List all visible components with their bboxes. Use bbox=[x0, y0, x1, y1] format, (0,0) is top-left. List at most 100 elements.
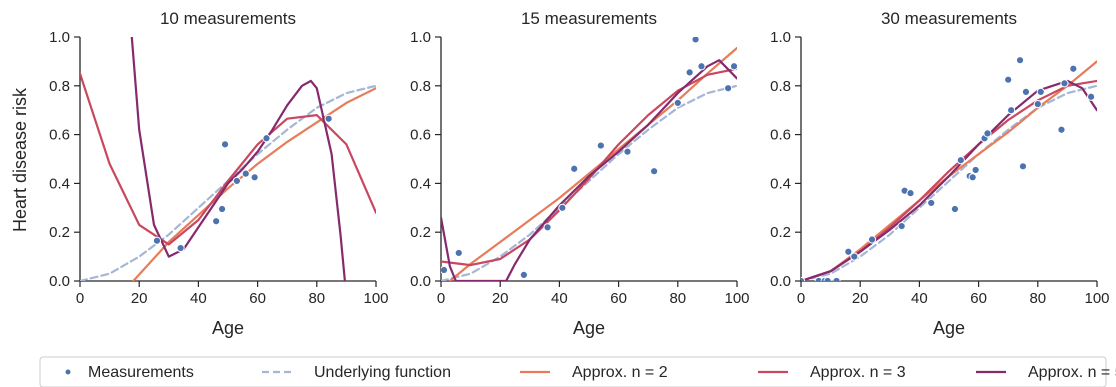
chart-panel-2: 15 measurements 0.0 0.2 0.4 0.6 0.8 1.0 0 20 40 60… bbox=[410, 9, 749, 338]
series-line-approx-n-3 bbox=[441, 67, 737, 267]
measurement-point bbox=[1021, 87, 1031, 97]
series-line-approx-n-5 bbox=[441, 59, 737, 281]
measurement-point bbox=[441, 265, 449, 275]
chart-panel-1: 10 measurements 0.0 0.2 0.4 0.6 0.8 1.0 0 20 40 60… bbox=[49, 9, 388, 338]
y-tick-label: 1.0 bbox=[410, 29, 431, 46]
measurement-point bbox=[956, 156, 965, 165]
y-tick-label: 0.8 bbox=[49, 78, 70, 95]
measurement-point bbox=[867, 235, 877, 244]
measurement-point bbox=[262, 134, 271, 143]
measurement-point bbox=[832, 276, 841, 281]
measurement-point bbox=[1004, 75, 1013, 84]
measurement-point bbox=[217, 204, 227, 214]
plot-area bbox=[80, 37, 376, 281]
x-tick-label: 0 bbox=[76, 290, 84, 307]
y-tick-label: 0.0 bbox=[49, 273, 70, 290]
y-tick-label: 0.2 bbox=[410, 224, 431, 241]
panel-title: 30 measurements bbox=[881, 9, 1017, 28]
measurement-point bbox=[673, 98, 682, 107]
measurement-point bbox=[729, 62, 737, 71]
measurement-point bbox=[685, 68, 694, 77]
y-tick-label: 0.0 bbox=[410, 273, 431, 290]
measurement-point bbox=[454, 248, 463, 258]
measurement-point bbox=[1057, 125, 1066, 134]
measurement-point bbox=[691, 37, 700, 44]
measurement-point bbox=[850, 252, 859, 261]
x-tick-label: 80 bbox=[1029, 290, 1046, 307]
y-tick-label: 0.6 bbox=[410, 127, 431, 144]
measurement-point bbox=[176, 243, 185, 253]
series-line-approx-n-5 bbox=[130, 37, 346, 281]
series-line-approx-n-2 bbox=[132, 87, 376, 281]
series-line-underlying-function bbox=[441, 84, 737, 281]
measurement-point bbox=[570, 164, 579, 173]
measurement-point bbox=[623, 147, 632, 156]
measurement-point bbox=[1018, 162, 1028, 171]
measurement-point bbox=[983, 129, 992, 138]
x-tick-label: 20 bbox=[131, 290, 148, 307]
series-line-underlying-function bbox=[801, 84, 1097, 281]
plot-area bbox=[801, 56, 1097, 281]
measurement-point bbox=[1007, 106, 1016, 115]
measurement-point bbox=[1069, 64, 1078, 73]
y-tick-label: 0.8 bbox=[770, 78, 791, 95]
chart-panel-3: 30 measurements 0.0 0.2 0.4 0.6 0.8 1.0 0 20 40 60… bbox=[770, 9, 1109, 338]
y-tick-label: 0.2 bbox=[770, 224, 791, 241]
y-tick-label: 0.6 bbox=[770, 127, 791, 144]
measurement-point bbox=[1060, 79, 1069, 88]
measurement-point bbox=[324, 114, 333, 123]
measurement-point bbox=[697, 62, 706, 71]
legend-label: Approx. n = 2 bbox=[572, 364, 668, 381]
measurement-point bbox=[823, 276, 832, 281]
measurement-point bbox=[152, 236, 162, 245]
legend-label: Approx. n = 3 bbox=[810, 364, 906, 381]
measurement-point bbox=[968, 173, 977, 182]
x-axis-title: Age bbox=[933, 318, 965, 338]
measurement-point bbox=[1086, 92, 1096, 101]
measurement-point bbox=[897, 222, 906, 231]
legend-marker-measurements bbox=[64, 368, 72, 376]
series-line-approx-n-2 bbox=[448, 46, 737, 281]
x-tick-label: 40 bbox=[911, 290, 928, 307]
measurement-point bbox=[596, 141, 605, 150]
measurement-point bbox=[212, 217, 221, 226]
y-axis-title: Heart disease risk bbox=[10, 87, 30, 232]
x-axis-title: Age bbox=[573, 318, 605, 338]
measurement-point bbox=[1015, 56, 1025, 65]
measurement-point bbox=[220, 140, 230, 149]
measurement-point bbox=[650, 167, 659, 176]
legend-label: Measurements bbox=[88, 364, 194, 381]
measurement-point bbox=[543, 223, 552, 232]
measurement-point bbox=[1036, 87, 1045, 97]
x-tick-label: 60 bbox=[610, 290, 627, 307]
panel-title: 15 measurements bbox=[521, 9, 657, 28]
measurement-point bbox=[801, 276, 806, 281]
measurement-point bbox=[232, 176, 241, 186]
x-tick-label: 100 bbox=[724, 290, 749, 307]
x-tick-label: 0 bbox=[437, 290, 445, 307]
y-tick-label: 0.4 bbox=[770, 175, 791, 192]
x-tick-label: 20 bbox=[492, 290, 509, 307]
x-tick-label: 40 bbox=[190, 290, 207, 307]
x-tick-label: 60 bbox=[970, 290, 987, 307]
x-tick-label: 0 bbox=[797, 290, 805, 307]
legend-frame bbox=[39, 356, 1107, 387]
legend-label: Approx. n = 5 bbox=[1028, 364, 1116, 381]
y-tick-label: 0.6 bbox=[49, 127, 70, 144]
x-axis-title: Age bbox=[212, 318, 244, 338]
measurement-point bbox=[927, 198, 936, 208]
x-tick-label: 80 bbox=[669, 290, 686, 307]
y-tick-label: 0.0 bbox=[770, 273, 791, 290]
y-tick-label: 1.0 bbox=[49, 29, 70, 46]
x-tick-label: 100 bbox=[1084, 290, 1109, 307]
y-tick-label: 0.8 bbox=[410, 78, 431, 95]
legend: Measurements Underlying function Approx. n… bbox=[39, 356, 1116, 387]
panel-title: 10 measurements bbox=[160, 9, 296, 28]
plot-area bbox=[441, 37, 737, 281]
measurement-point bbox=[971, 165, 980, 175]
measurement-point bbox=[558, 203, 567, 212]
measurement-point bbox=[241, 169, 250, 178]
measurement-point bbox=[950, 204, 960, 214]
measurement-point bbox=[250, 173, 259, 182]
x-tick-label: 20 bbox=[852, 290, 869, 307]
